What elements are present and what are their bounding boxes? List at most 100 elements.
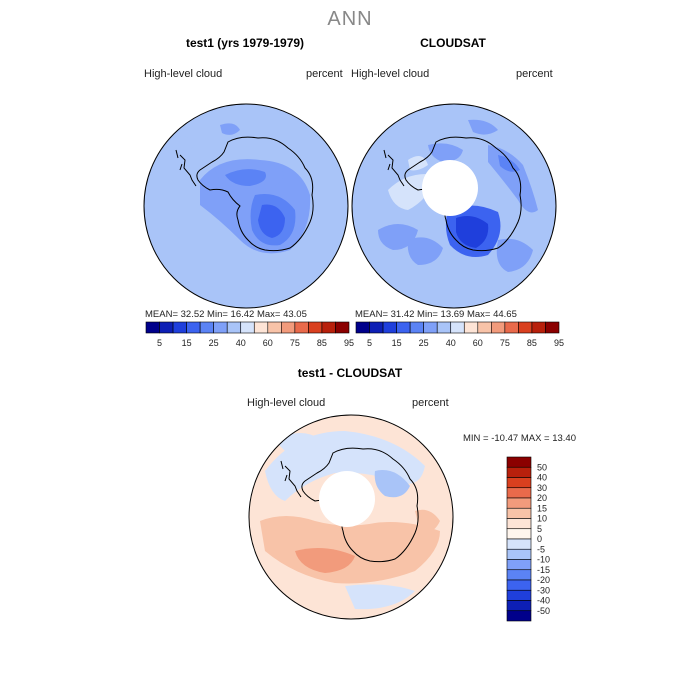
diff-region	[265, 431, 425, 501]
colorbar-swatch	[436, 321, 452, 334]
colorbar-tick-label: -50	[537, 606, 550, 616]
colorbar-swatch	[506, 548, 532, 560]
diff-region	[295, 547, 355, 573]
colorbar-swatch	[355, 321, 370, 334]
colorbar-swatch	[506, 477, 532, 489]
panel-title-model: test1 (yrs 1979-1979)	[185, 36, 305, 50]
colorbar-swatch	[491, 321, 506, 334]
colorbar-swatch	[506, 497, 532, 509]
panel-title-obs: CLOUDSAT	[420, 36, 486, 50]
colorbar-tick-label: 40	[236, 338, 246, 348]
colorbar-tick-label: -30	[537, 585, 550, 595]
polar-data-gap	[422, 160, 478, 216]
island-outline	[280, 460, 288, 482]
colorbar-swatch	[267, 321, 282, 334]
colorbar-swatch	[294, 321, 309, 334]
colorbar-model: 5 15 25 40 60 75 85 95	[145, 321, 354, 348]
island-outline	[175, 149, 183, 171]
colorbar-swatch	[506, 538, 532, 550]
colorbar-swatch	[506, 579, 532, 591]
colorbar-swatch	[172, 321, 187, 334]
colorbar-tick-label: 10	[537, 514, 547, 524]
colorbar-swatch	[369, 321, 384, 334]
colorbar-tick-label: 85	[317, 338, 327, 348]
colorbar-swatch	[506, 456, 532, 468]
colorbar-swatch	[382, 321, 397, 334]
map-model	[143, 103, 349, 309]
peninsula-outline	[387, 154, 405, 187]
map-diff	[248, 414, 454, 620]
colorbar-swatch	[145, 321, 160, 334]
colorbar-swatch	[199, 321, 214, 334]
colorbar-tick-label: -10	[537, 555, 550, 565]
variable-label-model: High-level cloud	[144, 68, 223, 80]
colorbar-tick-label: 0	[537, 534, 542, 544]
colorbar-swatch	[506, 487, 532, 499]
colorbar-tick-label: 5	[367, 338, 372, 348]
map-border	[248, 414, 454, 620]
diff-region	[415, 509, 440, 533]
colorbar-tick-label: 30	[537, 483, 547, 493]
colorbar-swatch	[477, 321, 492, 334]
colorbar-tick-label: 5	[537, 524, 542, 534]
colorbar-swatch	[506, 610, 532, 622]
colorbar-tick-label: 40	[537, 473, 547, 483]
colorbar-tick-label: 50	[537, 462, 547, 472]
island-outline	[383, 149, 391, 171]
colorbar-tick-label: 60	[473, 338, 483, 348]
peninsula-outline	[179, 154, 197, 187]
colorbar-tick-label: 75	[290, 338, 300, 348]
diff-region	[374, 470, 410, 498]
colorbar-swatch	[159, 321, 174, 334]
colorbar-swatch	[240, 321, 255, 334]
cloud-region	[258, 204, 285, 238]
colorbar-tick-label: -40	[537, 596, 550, 606]
cloud-region	[456, 216, 489, 248]
units-label-obs: percent	[516, 68, 553, 80]
colorbar-tick-label: 15	[392, 338, 402, 348]
colorbar-tick-label: -15	[537, 565, 550, 575]
diff-region	[260, 516, 440, 584]
cloud-region	[496, 238, 533, 272]
colorbar-swatch	[186, 321, 201, 334]
cloud-region	[428, 143, 463, 162]
colorbar-tick-label: 15	[537, 503, 547, 513]
stats-diff: MIN = -10.47 MAX = 13.40	[463, 433, 577, 444]
cloud-region	[468, 119, 498, 135]
colorbar-obs: 5 15 25 40 60 75 85 95	[355, 321, 564, 348]
colorbar-tick-label: 95	[554, 338, 564, 348]
colorbar-swatch	[518, 321, 533, 334]
colorbar-tick-label: 95	[344, 338, 354, 348]
map-border	[351, 103, 557, 309]
colorbar-tick-label: 20	[537, 493, 547, 503]
cloud-region	[498, 155, 520, 172]
colorbar-tick-label: 5	[157, 338, 162, 348]
polar-data-gap	[319, 471, 375, 527]
peninsula-outline	[284, 465, 302, 498]
stats-obs: MEAN= 31.42 Min= 13.69 Max= 44.65	[355, 309, 517, 320]
antarctica-outline	[301, 447, 419, 563]
colorbar-swatch	[506, 600, 532, 612]
cloud-region	[225, 169, 266, 186]
colorbar-tick-label: 40	[446, 338, 456, 348]
colorbar-swatch	[506, 507, 532, 519]
colorbar-swatch	[281, 321, 296, 334]
colorbar-tick-label: 60	[263, 338, 273, 348]
colorbar-tick-label: -5	[537, 544, 545, 554]
colorbar-swatch	[506, 569, 532, 581]
diff-region	[345, 584, 415, 610]
map-obs	[351, 103, 557, 309]
map-border	[143, 103, 349, 309]
colorbar-swatch	[409, 321, 424, 334]
cloud-region	[170, 136, 195, 153]
colorbar-swatch	[504, 321, 519, 334]
colorbar-swatch	[506, 589, 532, 601]
colorbar-swatch	[335, 321, 350, 334]
cloud-region	[407, 237, 443, 265]
units-label-diff: percent	[412, 397, 449, 409]
colorbar-tick-label: 25	[209, 338, 219, 348]
colorbar-swatch	[545, 321, 560, 334]
colorbar-swatch	[253, 321, 269, 334]
colorbar-swatch	[321, 321, 336, 334]
